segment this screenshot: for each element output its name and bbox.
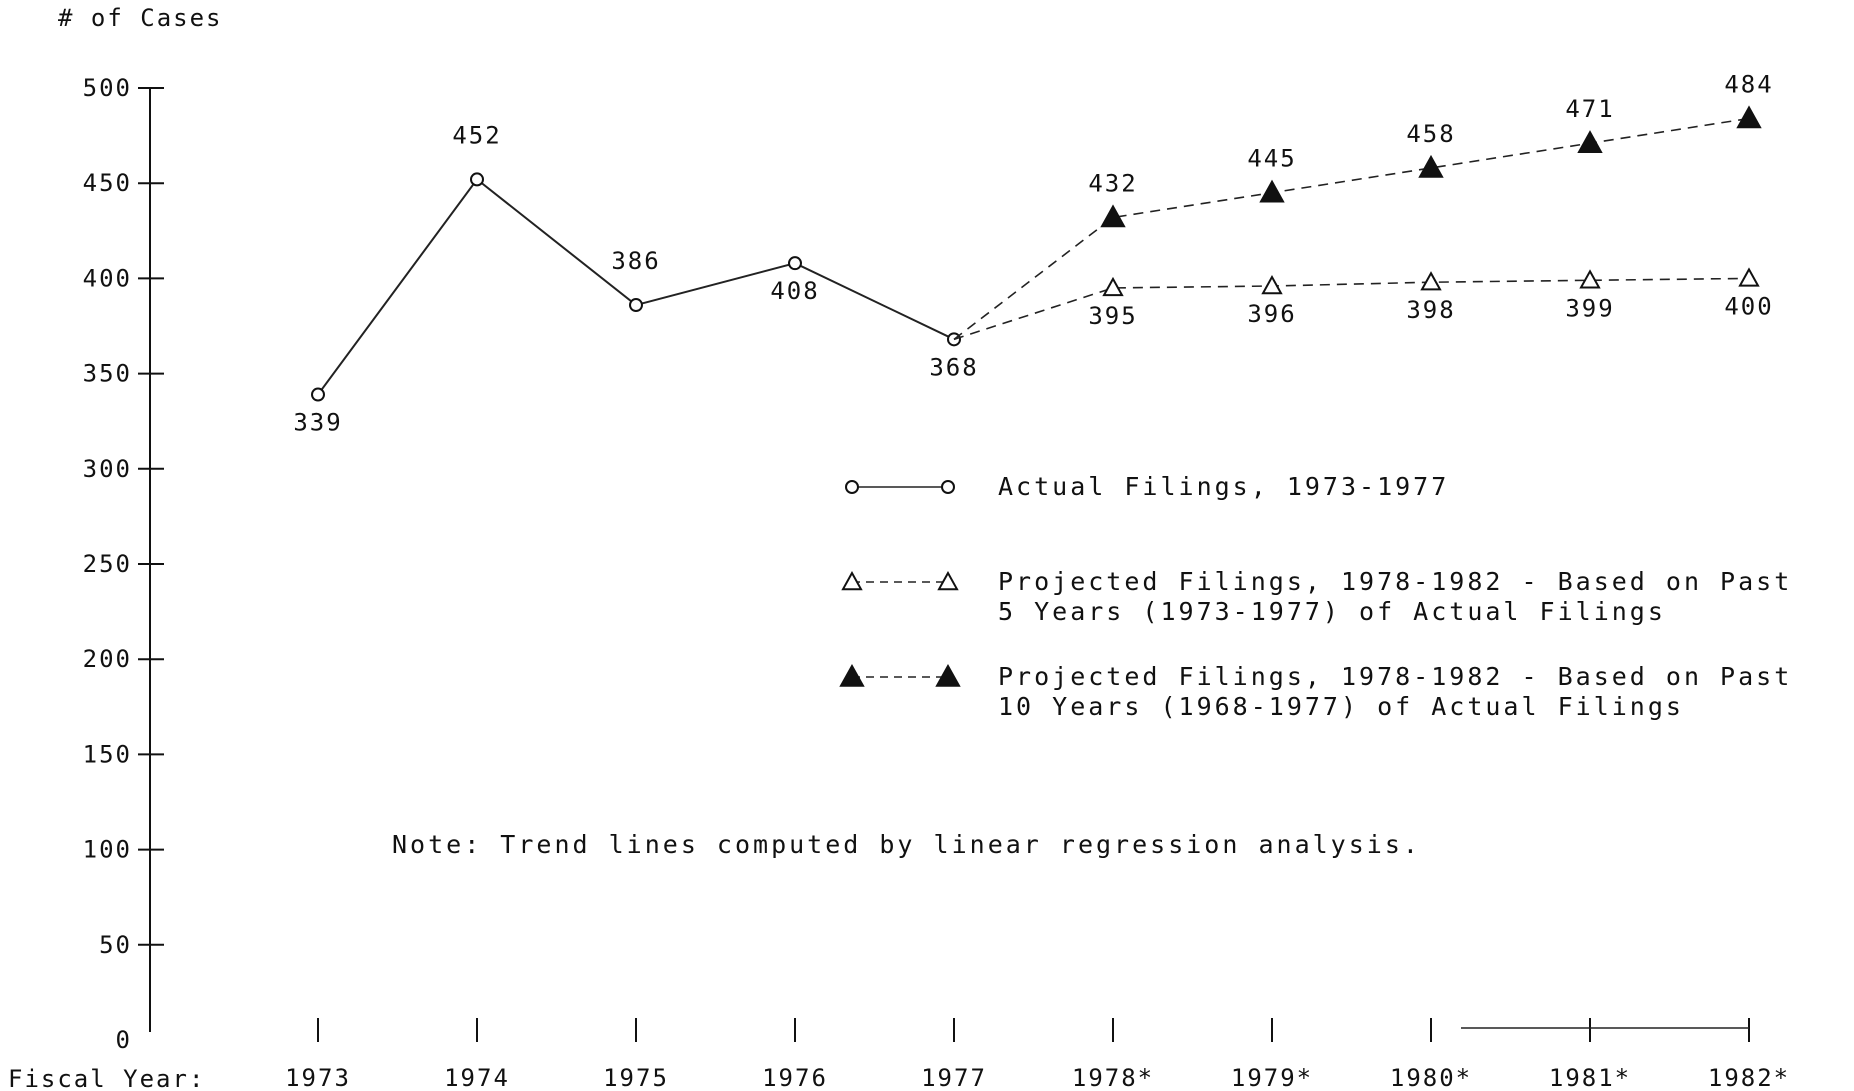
point-marker (629, 298, 643, 313)
point-marker (1102, 276, 1124, 297)
legend-text: 10 Years (1968-1977) of Actual Filings (998, 692, 1684, 721)
y-tick-label: 350 (83, 360, 132, 388)
y-tick-label: 250 (83, 550, 132, 578)
series-1: 395 396 398 399 400 (953, 267, 1773, 341)
point-marker (1736, 105, 1762, 129)
data-label: 398 (1406, 296, 1455, 324)
data-label: 399 (1565, 294, 1614, 322)
series-2: 432 445 458 471 484 (953, 70, 1773, 340)
point-marker (470, 172, 484, 187)
y-tick-label: 100 (83, 836, 132, 864)
y-tick-label: 400 (83, 264, 132, 292)
y-tick-label: 200 (83, 645, 132, 673)
point-marker (941, 480, 955, 494)
x-tick-label: 1980* (1390, 1064, 1472, 1091)
data-label: 400 (1724, 292, 1773, 320)
legend: Actual Filings, 1973-1977 Projected Filin… (839, 472, 1792, 721)
x-tick-label: 1982* (1708, 1064, 1790, 1091)
point-marker (1420, 271, 1442, 291)
data-label: 396 (1247, 300, 1296, 328)
data-label: 339 (293, 409, 342, 437)
y-axis-label: # of Cases (58, 4, 223, 32)
x-tick-label: 1975 (603, 1064, 669, 1091)
legend-text: Actual Filings, 1973-1977 (998, 472, 1449, 501)
point-marker (1738, 267, 1760, 287)
data-label: 386 (611, 247, 660, 275)
data-label: 368 (929, 353, 978, 381)
series-line (953, 277, 1750, 341)
chart-note: Note: Trend lines computed by linear reg… (392, 830, 1421, 859)
data-label: 408 (770, 277, 819, 305)
data-label: 395 (1088, 302, 1137, 330)
x-axis-label: Fiscal Year: (8, 1065, 205, 1091)
point-marker (1259, 179, 1285, 203)
y-tick-label: 500 (83, 74, 132, 102)
data-label: 458 (1406, 120, 1455, 148)
y-axis: 0 50 100 150 200 250 300 350 400 450 500 (83, 74, 164, 1054)
data-label: 471 (1565, 95, 1614, 123)
point-marker (935, 663, 961, 687)
point-marker (841, 570, 863, 591)
series-0: 339 452 386 408 368 (293, 121, 978, 437)
y-tick-label: 300 (83, 455, 132, 483)
y-tick-label: 50 (99, 931, 132, 959)
x-tick-label: 1981* (1549, 1064, 1631, 1091)
point-marker (1579, 269, 1601, 289)
legend-text: 5 Years (1973-1977) of Actual Filings (998, 597, 1666, 626)
x-axis: 1973 1974 1975 1976 1977 1978* 1979* 1980* 1981*… (285, 1018, 1790, 1091)
point-marker (1577, 130, 1603, 154)
data-label: 484 (1724, 70, 1773, 98)
series-line (317, 177, 955, 396)
data-label: 452 (452, 121, 501, 149)
y-tick-label: 450 (83, 169, 132, 197)
x-tick-label: 1978* (1072, 1064, 1154, 1091)
legend-item-2: Projected Filings, 1978-1982 - Based on … (839, 662, 1792, 721)
x-tick-label: 1973 (285, 1064, 351, 1091)
x-tick-label: 1974 (444, 1064, 510, 1091)
point-marker (1261, 274, 1283, 295)
point-marker (845, 480, 859, 494)
point-marker (839, 663, 865, 687)
point-marker (1418, 154, 1444, 178)
y-tick-label: 0 (116, 1026, 132, 1054)
y-tick-label: 150 (83, 740, 132, 768)
point-marker (788, 256, 802, 271)
data-label: 445 (1247, 145, 1296, 173)
x-tick-label: 1979* (1231, 1064, 1313, 1091)
data-label: 432 (1088, 169, 1137, 197)
legend-item-0: Actual Filings, 1973-1977 (845, 472, 1449, 501)
point-marker (311, 387, 325, 402)
series-line (953, 117, 1750, 340)
x-tick-label: 1977 (921, 1064, 987, 1091)
point-marker (1100, 204, 1126, 228)
legend-text: Projected Filings, 1978-1982 - Based on … (998, 567, 1792, 596)
point-marker (937, 570, 959, 591)
x-tick-label: 1976 (762, 1064, 828, 1091)
legend-item-1: Projected Filings, 1978-1982 - Based on … (841, 567, 1792, 626)
legend-text: Projected Filings, 1978-1982 - Based on … (998, 662, 1792, 691)
